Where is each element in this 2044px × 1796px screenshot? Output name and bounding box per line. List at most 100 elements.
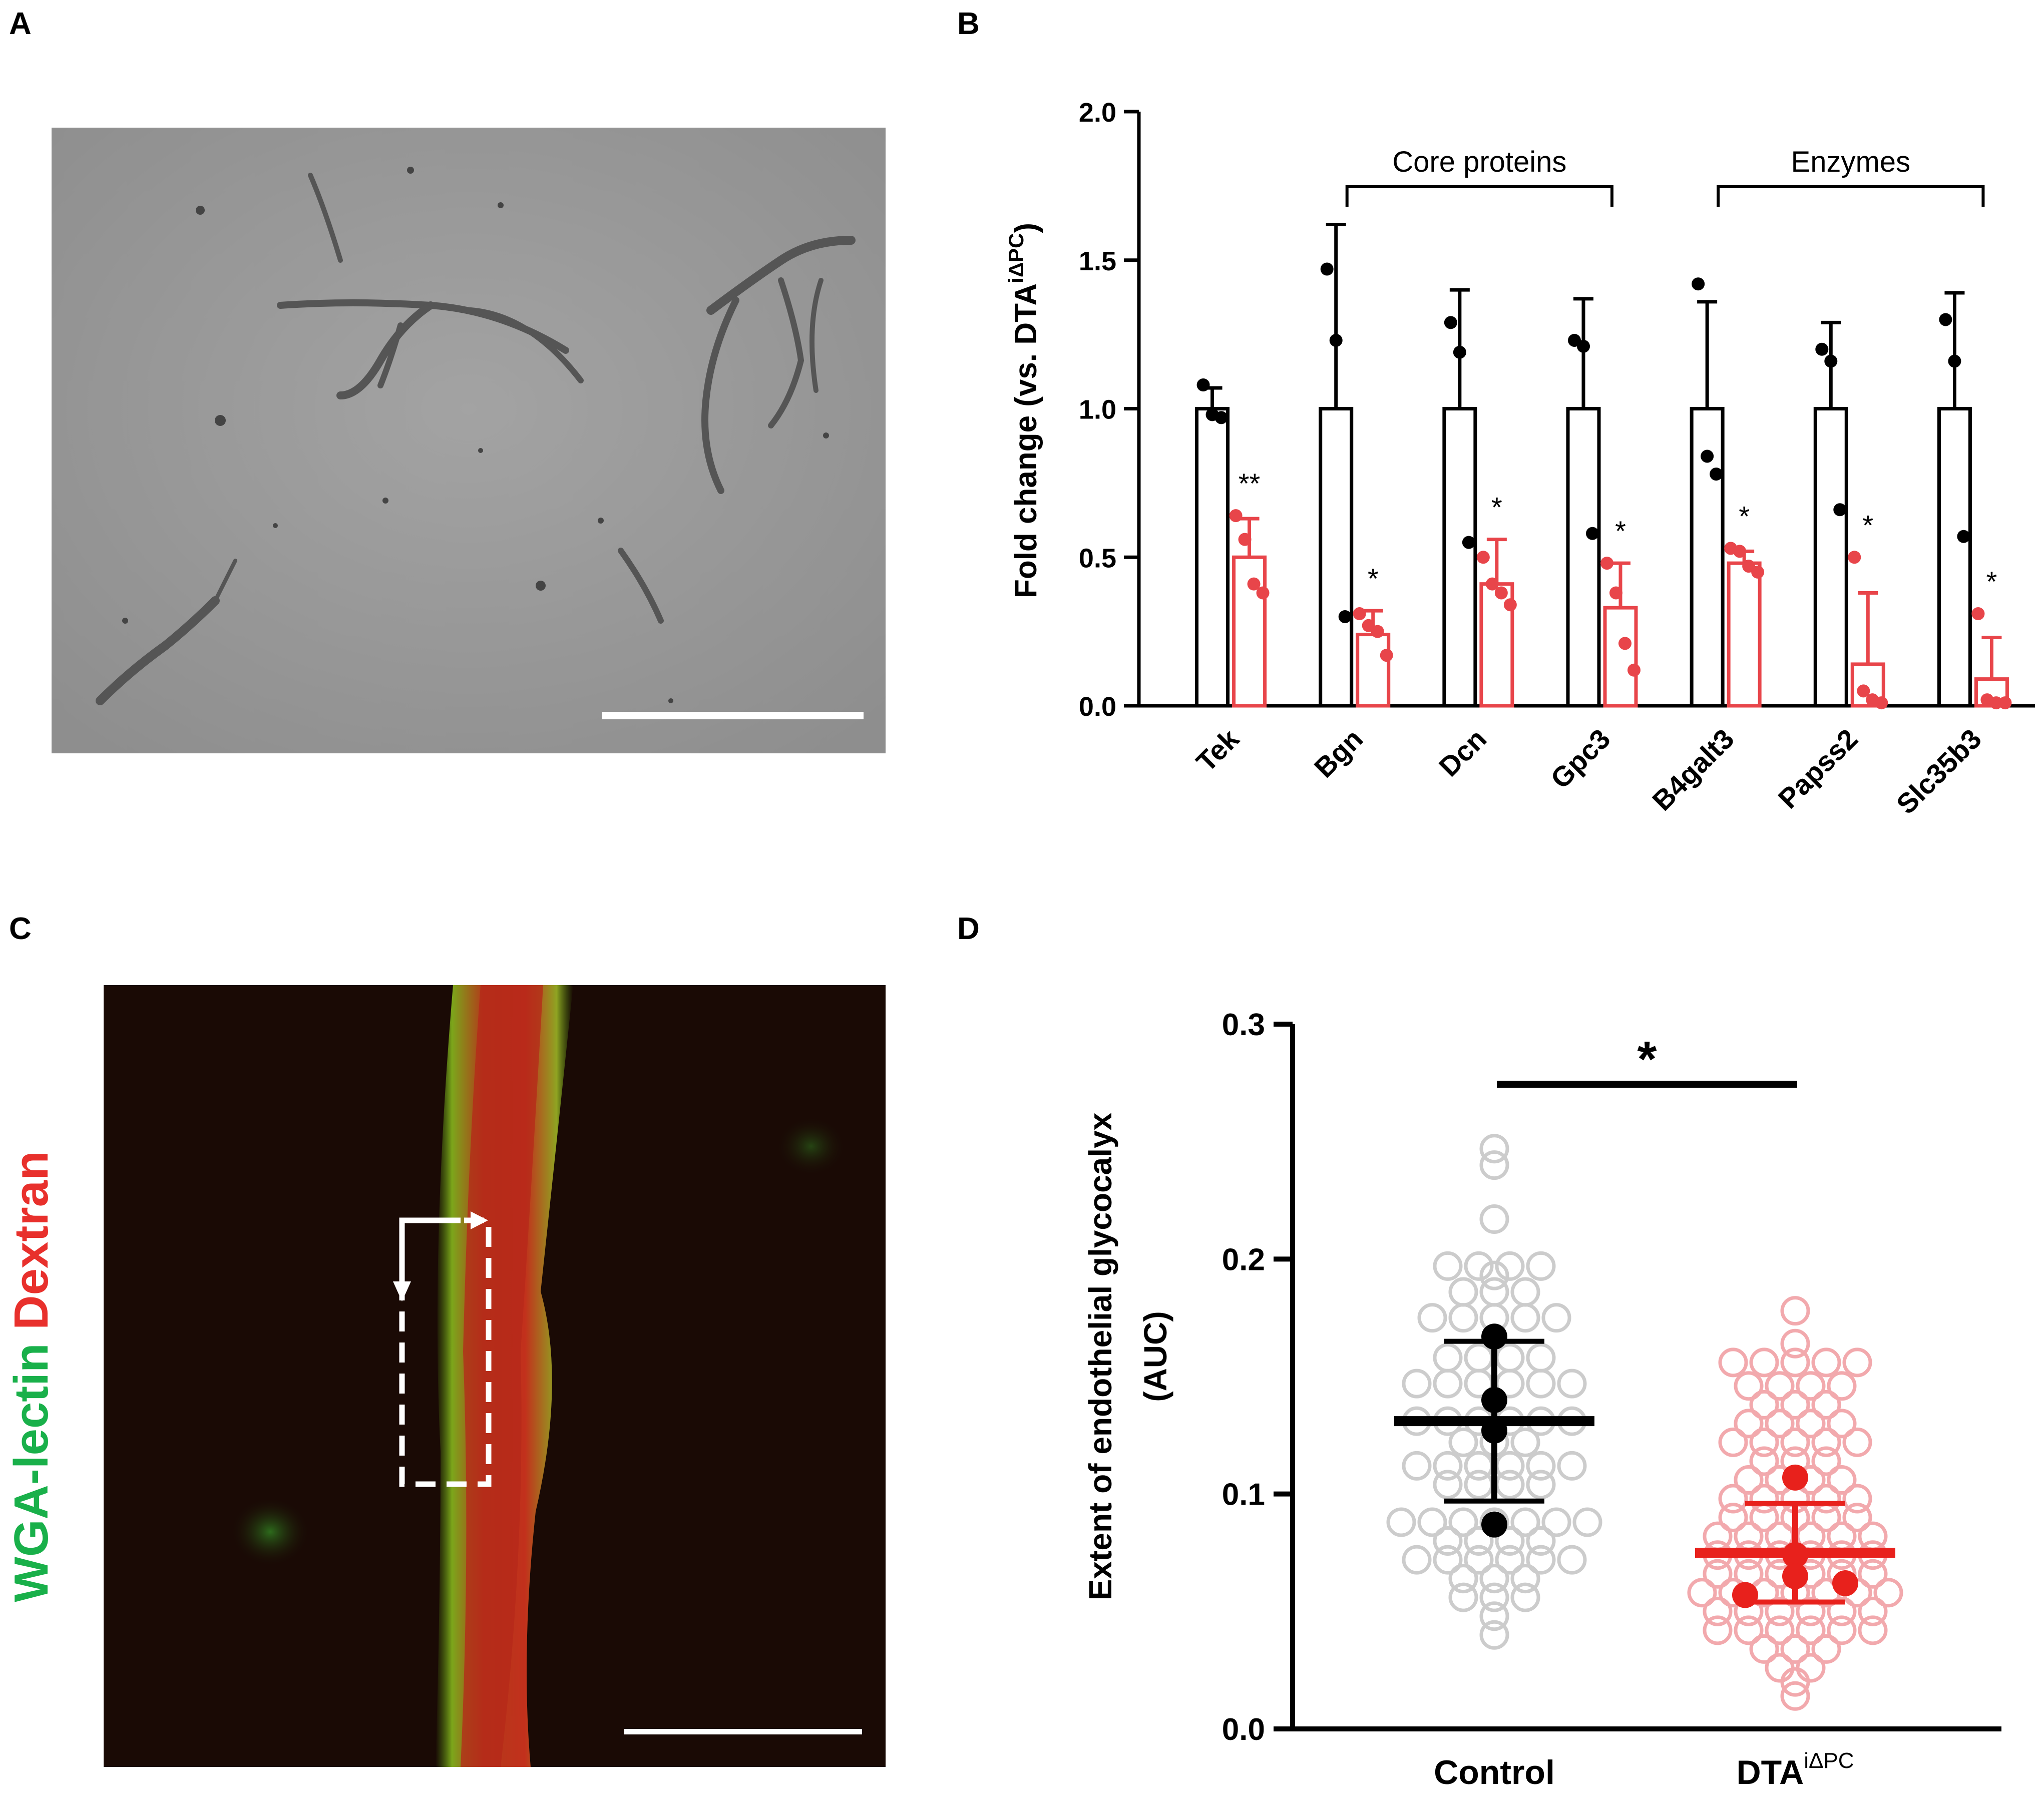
chart-d-cell-point <box>1479 1303 1509 1333</box>
chart-d-cell-point <box>1687 1578 1717 1608</box>
chart-d-cell-point <box>1510 1427 1540 1457</box>
chart-d-cell-point <box>1433 1526 1463 1556</box>
chart-d-cell-point <box>1827 1615 1857 1645</box>
chart-d-cell-point <box>1780 1390 1810 1420</box>
chart-d-cell-point <box>1703 1559 1733 1589</box>
chart-d-cell-point <box>1718 1503 1748 1533</box>
chart-d-cell-point <box>1765 1653 1795 1683</box>
chart-d-cell-point <box>1765 1615 1795 1645</box>
chart-d-y-tick-label: 0.3 <box>1222 1008 1265 1042</box>
chart-d-subject-mean <box>1481 1511 1507 1538</box>
chart-d-cell-point <box>1541 1303 1571 1333</box>
chart-d-cell-point <box>1749 1390 1779 1420</box>
chart-d-cell-point <box>1749 1503 1779 1533</box>
microvessel-fragments <box>96 173 856 705</box>
chart-d-axes: 0.0 0.1 0.2 0.3 <box>1222 1008 2001 1747</box>
chart-d-cell-point <box>1526 1406 1556 1436</box>
chart-b-significance: * <box>1986 566 1997 597</box>
chart-b-bracket <box>1717 185 1985 207</box>
arrow-down <box>393 1281 411 1301</box>
chart-d-cell-point <box>1495 1369 1525 1399</box>
chart-d-cell-point <box>1417 1303 1447 1333</box>
chart-d-cell-point <box>1495 1451 1525 1481</box>
chart-b-point <box>1875 696 1888 710</box>
chart-b-point <box>1568 333 1581 347</box>
chart-d-cell-point <box>1796 1540 1826 1570</box>
chart-d-cell-point <box>1433 1545 1463 1575</box>
chart-b-point <box>1710 468 1723 481</box>
chart-b-y-tick-label: 1.0 <box>1079 395 1116 425</box>
chart-d-cell-point <box>1780 1296 1810 1326</box>
chart-b-significance: * <box>1491 492 1502 523</box>
chart-d-cell-point <box>1842 1484 1872 1514</box>
chart-d-cell-point <box>1510 1582 1540 1612</box>
chart-d-cell-point <box>1464 1451 1494 1481</box>
chart-d-cell-point <box>1780 1667 1810 1697</box>
chart-d-cell-point <box>1495 1526 1525 1556</box>
chart-d-cell-point <box>1811 1503 1841 1533</box>
chart-b-x-tick-label: Dcn <box>1433 723 1492 782</box>
chart-d-cell-point <box>1811 1427 1841 1457</box>
chart-d-labels: Control DTAiΔPC * <box>1434 1031 1854 1791</box>
chart-b-point <box>1815 342 1829 356</box>
chart-d-cell-point <box>1572 1507 1602 1537</box>
chart-b-bar <box>1727 561 1762 708</box>
chart-d-cell-point <box>1495 1406 1525 1436</box>
chart-d-cell-point <box>1780 1503 1810 1533</box>
chart-d-cell-point <box>1873 1578 1903 1608</box>
chart-d-cell-point <box>1557 1451 1587 1481</box>
chart-d-cell-point <box>1510 1303 1540 1333</box>
chart-b-point <box>1380 649 1393 662</box>
chart-d-ylabel: Extent of endothelial glycocalyx <box>1082 1112 1118 1600</box>
chart-d-cell-point <box>1765 1559 1795 1589</box>
chart-b-bar <box>1603 606 1638 708</box>
chart-b-bar <box>1195 407 1230 708</box>
chart-b-bars <box>1195 223 2009 708</box>
chart-d-cell-point <box>1796 1521 1826 1551</box>
chart-d-cell-point <box>1526 1470 1556 1500</box>
chart-d-cell-point <box>1495 1342 1525 1373</box>
chart-d-cell-point <box>1526 1545 1556 1575</box>
micrograph-a-background <box>52 128 886 753</box>
chart-b-ylabel: Fold change (vs. DTAiΔPC) <box>1004 223 1043 598</box>
chart-b-point <box>1320 262 1334 276</box>
chart-d-y-tick-label: 0.1 <box>1222 1478 1265 1512</box>
chart-d-subject-mean <box>1782 1464 1808 1491</box>
chart-b-point <box>1476 551 1490 564</box>
chart-d-cell-point <box>1464 1342 1494 1373</box>
chart-d-cell-point <box>1448 1582 1478 1612</box>
chart-d-cell-point <box>1842 1348 1872 1378</box>
panel-letter-c: C <box>9 912 32 946</box>
chart-d-cell-point <box>1827 1521 1857 1551</box>
chart-d-cell-point <box>1479 1150 1509 1180</box>
arrow-right <box>471 1211 488 1229</box>
chart-d-cell-point <box>1703 1521 1733 1551</box>
chart-d-cell-point <box>1448 1277 1478 1307</box>
chart-b-bar <box>1442 407 1477 708</box>
chart-b-point <box>1462 536 1475 549</box>
chart-b-point <box>1453 345 1466 359</box>
chart-b-point <box>1701 450 1714 463</box>
chart-d-cell-point <box>1734 1540 1764 1570</box>
chart-d-cell-point <box>1765 1596 1795 1626</box>
chart-b-point <box>1957 530 1970 543</box>
chart-d-cell-point <box>1495 1545 1525 1575</box>
chart-b-significance: ** <box>1239 468 1261 499</box>
chart-b-bar <box>1566 407 1601 708</box>
chart-d-cell-point <box>1464 1470 1494 1500</box>
chart-d-cell-point <box>1858 1615 1888 1645</box>
chart-b-point <box>1989 696 2003 710</box>
chart-d-cell-point <box>1510 1277 1540 1307</box>
chart-d-cell-point <box>1734 1596 1764 1626</box>
chart-d-cell-point <box>1433 1342 1463 1373</box>
scale-bar-a <box>602 712 864 719</box>
chart-b-x-tick-label: Slc35b3 <box>1890 723 1987 820</box>
chart-d-subject-mean <box>1481 1323 1507 1350</box>
chart-d-cell-point <box>1433 1470 1463 1500</box>
chart-b-point <box>1733 545 1747 558</box>
chart-b-point <box>1998 696 2012 710</box>
